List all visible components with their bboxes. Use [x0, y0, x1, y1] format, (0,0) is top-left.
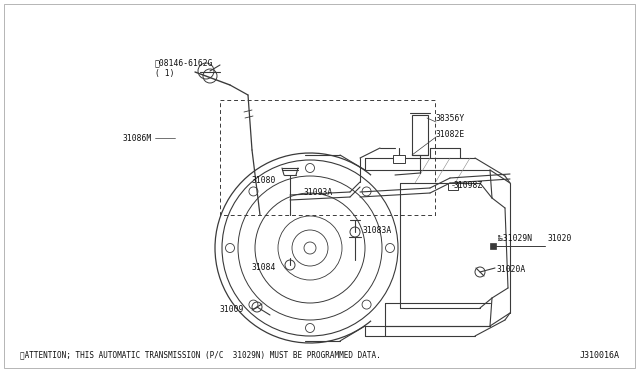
Text: 38356Y: 38356Y	[436, 113, 465, 122]
Text: J310016A: J310016A	[580, 350, 620, 359]
Text: 31093A: 31093A	[304, 187, 333, 196]
Bar	[448, 183, 458, 190]
Bar	[490, 243, 496, 249]
Text: 31020A: 31020A	[497, 266, 526, 275]
Text: 31080: 31080	[252, 176, 276, 185]
Text: 31020: 31020	[548, 234, 572, 243]
Text: 31098Z: 31098Z	[454, 180, 483, 189]
Text: 31009: 31009	[220, 305, 244, 314]
Text: ※08146-6162G
( 1): ※08146-6162G ( 1)	[155, 58, 214, 78]
Text: 31082E: 31082E	[436, 129, 465, 138]
Text: ‱31029N: ‱31029N	[498, 234, 532, 243]
Text: 31086M: 31086M	[123, 134, 152, 142]
Text: 31083A: 31083A	[363, 225, 392, 234]
Bar	[393, 155, 405, 163]
Bar	[220, 100, 435, 215]
Bar	[412, 115, 428, 155]
Text: ※ATTENTION; THIS AUTOMATIC TRANSMISSION (P/C  31029N) MUST BE PROGRAMMED DATA.: ※ATTENTION; THIS AUTOMATIC TRANSMISSION …	[20, 350, 381, 359]
Text: 31084: 31084	[252, 263, 276, 273]
